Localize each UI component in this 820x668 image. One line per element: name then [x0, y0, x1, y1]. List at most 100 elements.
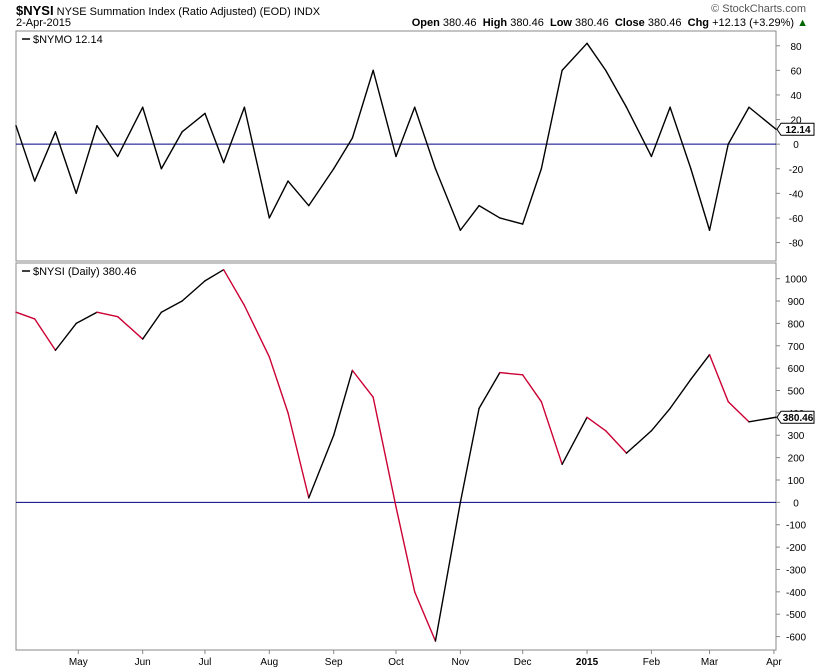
y-tick-label: 200: [788, 454, 805, 465]
series-segment: [160, 131, 183, 170]
y-tick-label: -600: [786, 633, 806, 644]
series-segment: [141, 106, 163, 170]
y-tick-label: 0: [793, 140, 799, 151]
change-value: +12.13 (+3.29%): [712, 17, 795, 29]
close-value: 380.46: [647, 17, 682, 29]
series-segment: [15, 125, 36, 182]
series-segment: [561, 416, 588, 466]
series-segment: [33, 318, 57, 351]
low-value: 380.46: [575, 17, 609, 29]
last-value-tag: [776, 122, 815, 136]
series-segment: [181, 280, 206, 302]
symbol: $NYSI: [16, 3, 54, 18]
series-segment: [625, 106, 653, 158]
series-segment: [459, 407, 480, 504]
y-tick-label: 300: [788, 431, 805, 442]
series-segment: [160, 300, 183, 313]
series-segment: [478, 371, 501, 410]
x-tick-label: Dec: [514, 657, 532, 668]
y-tick-label: 0: [793, 498, 799, 509]
series-segment: [351, 369, 374, 398]
series-segment: [287, 180, 310, 207]
series-segment: [478, 204, 501, 219]
x-tick-label: Sep: [325, 657, 343, 668]
series-segment: [690, 168, 711, 231]
y-tick-label: -40: [789, 189, 804, 200]
x-tick-label: Apr: [766, 657, 782, 668]
y-tick-label: 100: [788, 476, 805, 487]
watermark: © StockCharts.com: [711, 3, 806, 15]
series-segment: [117, 315, 144, 340]
series-segment: [54, 131, 77, 195]
series-segment: [75, 311, 98, 325]
series-segment: [586, 42, 607, 72]
series-segment: [669, 378, 692, 410]
y-tick-label: 20: [790, 116, 802, 127]
x-tick-label: Jun: [135, 657, 151, 668]
low-label: Low: [549, 17, 572, 29]
up-arrow-icon: ▲: [797, 17, 808, 29]
series-segment: [748, 416, 777, 423]
series-segment: [727, 400, 750, 423]
x-tick-label: Jul: [199, 657, 212, 668]
x-tick-label: Nov: [451, 657, 469, 668]
quote-line: Open 380.46 High 380.46 Low 380.46 Close…: [412, 17, 808, 29]
series-segment: [372, 396, 397, 508]
series-segment: [586, 416, 607, 432]
series-segment: [75, 125, 98, 195]
series-segment: [413, 591, 437, 642]
series-segment: [96, 125, 119, 158]
close-label: Close: [614, 17, 645, 29]
panel-frame: [15, 30, 777, 262]
series-segment: [204, 269, 225, 282]
high-value: 380.46: [510, 17, 544, 29]
series-segment: [308, 434, 335, 499]
chart-title: $NYSI NYSE Summation Index (Ratio Adjust…: [16, 3, 320, 18]
series-segment: [141, 311, 163, 340]
index-name: NYSE Summation Index (Ratio Adjusted) (E…: [56, 6, 291, 18]
nysi-panel: 10009008007006005004003002001000-100-200…: [15, 262, 815, 651]
series-segment: [413, 106, 437, 170]
open-value: 380.46: [442, 17, 477, 29]
series-segment: [434, 501, 462, 642]
series-segment: [395, 106, 416, 158]
series-segment: [561, 42, 588, 72]
series-segment: [181, 112, 206, 133]
x-tick-label: Mar: [701, 657, 719, 668]
y-tick-label: 800: [788, 319, 805, 330]
series-segment: [15, 311, 36, 320]
last-value-label: 380.46: [783, 413, 814, 424]
y-tick-label: -400: [786, 588, 806, 599]
series-segment: [33, 131, 57, 182]
series-segment: [625, 430, 653, 454]
y-tick-label: 900: [788, 297, 805, 308]
y-tick-label: 1000: [785, 275, 808, 286]
open-label: Open: [411, 17, 440, 29]
series-segment: [395, 506, 416, 593]
series-segment: [222, 269, 246, 307]
y-tick-label: 60: [790, 66, 802, 77]
series-segment: [605, 430, 628, 454]
series-segment: [287, 412, 310, 499]
last-value-label: 12.14: [785, 125, 810, 136]
y-tick-label: 700: [788, 342, 805, 353]
series-segment: [243, 304, 271, 358]
y-tick-label: 600: [788, 364, 805, 375]
series-segment: [690, 354, 711, 381]
series-segment: [243, 106, 271, 219]
series-segment: [268, 356, 289, 414]
x-tick-label: Oct: [388, 657, 404, 668]
series-segment: [308, 168, 335, 207]
series-segment: [333, 137, 354, 170]
y-tick-label: 40: [790, 91, 802, 102]
quote-date: 2-Apr-2015: [16, 17, 72, 29]
series-segment: [708, 354, 729, 403]
series-segment: [499, 371, 524, 376]
x-tick-label: 2015: [576, 657, 599, 668]
series-segment: [521, 374, 543, 403]
series-segment: [434, 168, 462, 231]
last-value-tag: [776, 410, 815, 424]
series-segment: [727, 106, 750, 145]
y-tick-label: -20: [789, 165, 804, 176]
